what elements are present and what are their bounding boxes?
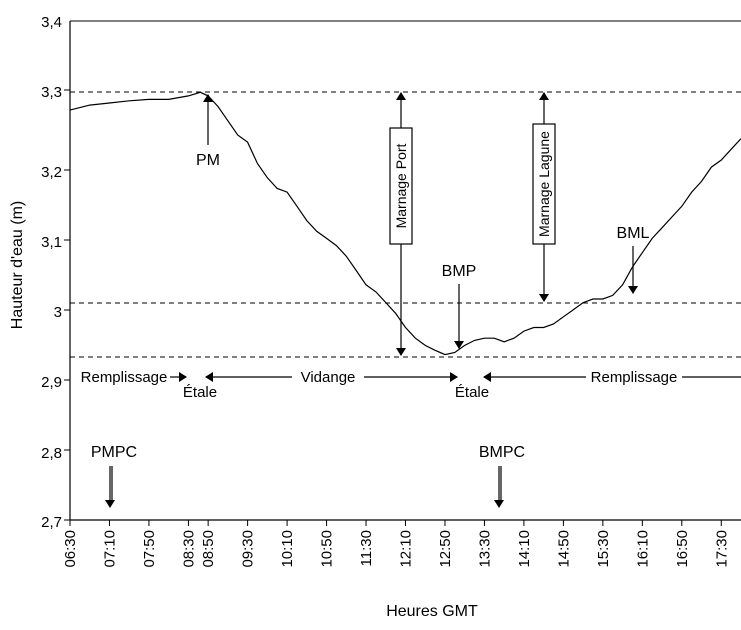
bmpc-label: BMPC [479, 444, 525, 461]
pmpc-label: PMPC [91, 444, 137, 461]
x-tick-label-13-30: 13:30 [476, 530, 493, 568]
phase-etale-left: Étale [183, 384, 217, 401]
x-tick-label-07-10: 07:10 [101, 530, 118, 568]
x-tick-group: 06:30 07:10 07:50 08:30 08:50 09:30 10:10 10:50… [62, 520, 730, 568]
x-tick-label-14-10: 14:10 [516, 530, 533, 568]
pm-label: PM [196, 152, 220, 169]
x-tick-label-16-10: 16:10 [634, 530, 651, 568]
x-tick-label-08-50: 08:50 [200, 530, 217, 568]
x-tick-label-08-30: 08:30 [180, 530, 197, 568]
x-tick-label-09-30: 09:30 [240, 530, 257, 568]
x-tick-label-12-10: 12:10 [398, 530, 415, 568]
series-line [69, 91, 741, 356]
phase-remplissage-left: Remplissage [81, 369, 168, 386]
y-tick-label-3-1: 3,1 [41, 234, 62, 251]
marnage-lagune-label: Marnage Lagune [536, 131, 552, 237]
x-tick-label-06-30: 06:30 [62, 530, 79, 568]
phase-vidange: Vidange [301, 369, 356, 386]
phase-etale-right: Étale [455, 384, 489, 401]
y-tick-label-2-9: 2,9 [41, 374, 62, 391]
x-tick-label-16-50: 16:50 [674, 530, 691, 568]
y-tick-label-2-7: 2,7 [41, 514, 62, 531]
x-tick-label-07-50: 07:50 [141, 530, 158, 568]
y-tick-group: 2,7 2,8 2,9 3 3,1 3,2 3,3 3,4 [41, 14, 70, 531]
bmp-label: BMP [442, 263, 477, 280]
x-tick-label-12-50: 12:50 [437, 530, 454, 568]
x-tick-label-10-50: 10:50 [319, 530, 336, 568]
x-tick-label-10-10: 10:10 [279, 530, 296, 568]
y-tick-label-3: 3 [54, 304, 62, 321]
y-tick-label-2-8: 2,8 [41, 445, 62, 462]
marnage-port-label: Marnage Port [393, 143, 409, 228]
y-tick-label-3-4: 3,4 [41, 14, 62, 31]
x-tick-label-14-50: 14:50 [555, 530, 572, 568]
y-tick-label-3-3: 3,3 [41, 84, 62, 101]
phase-remplissage-right: Remplissage [591, 369, 678, 386]
y-axis-title: Hauteur d'eau (m) [9, 201, 26, 329]
x-tick-label-17-30: 17:30 [713, 530, 730, 568]
x-tick-label-15-30: 15:30 [595, 530, 612, 568]
x-axis-title: Heures GMT [386, 603, 478, 620]
x-tick-label-11-30: 11:30 [358, 530, 375, 566]
bml-label: BML [617, 225, 650, 242]
y-tick-label-3-2: 3,2 [41, 164, 62, 181]
